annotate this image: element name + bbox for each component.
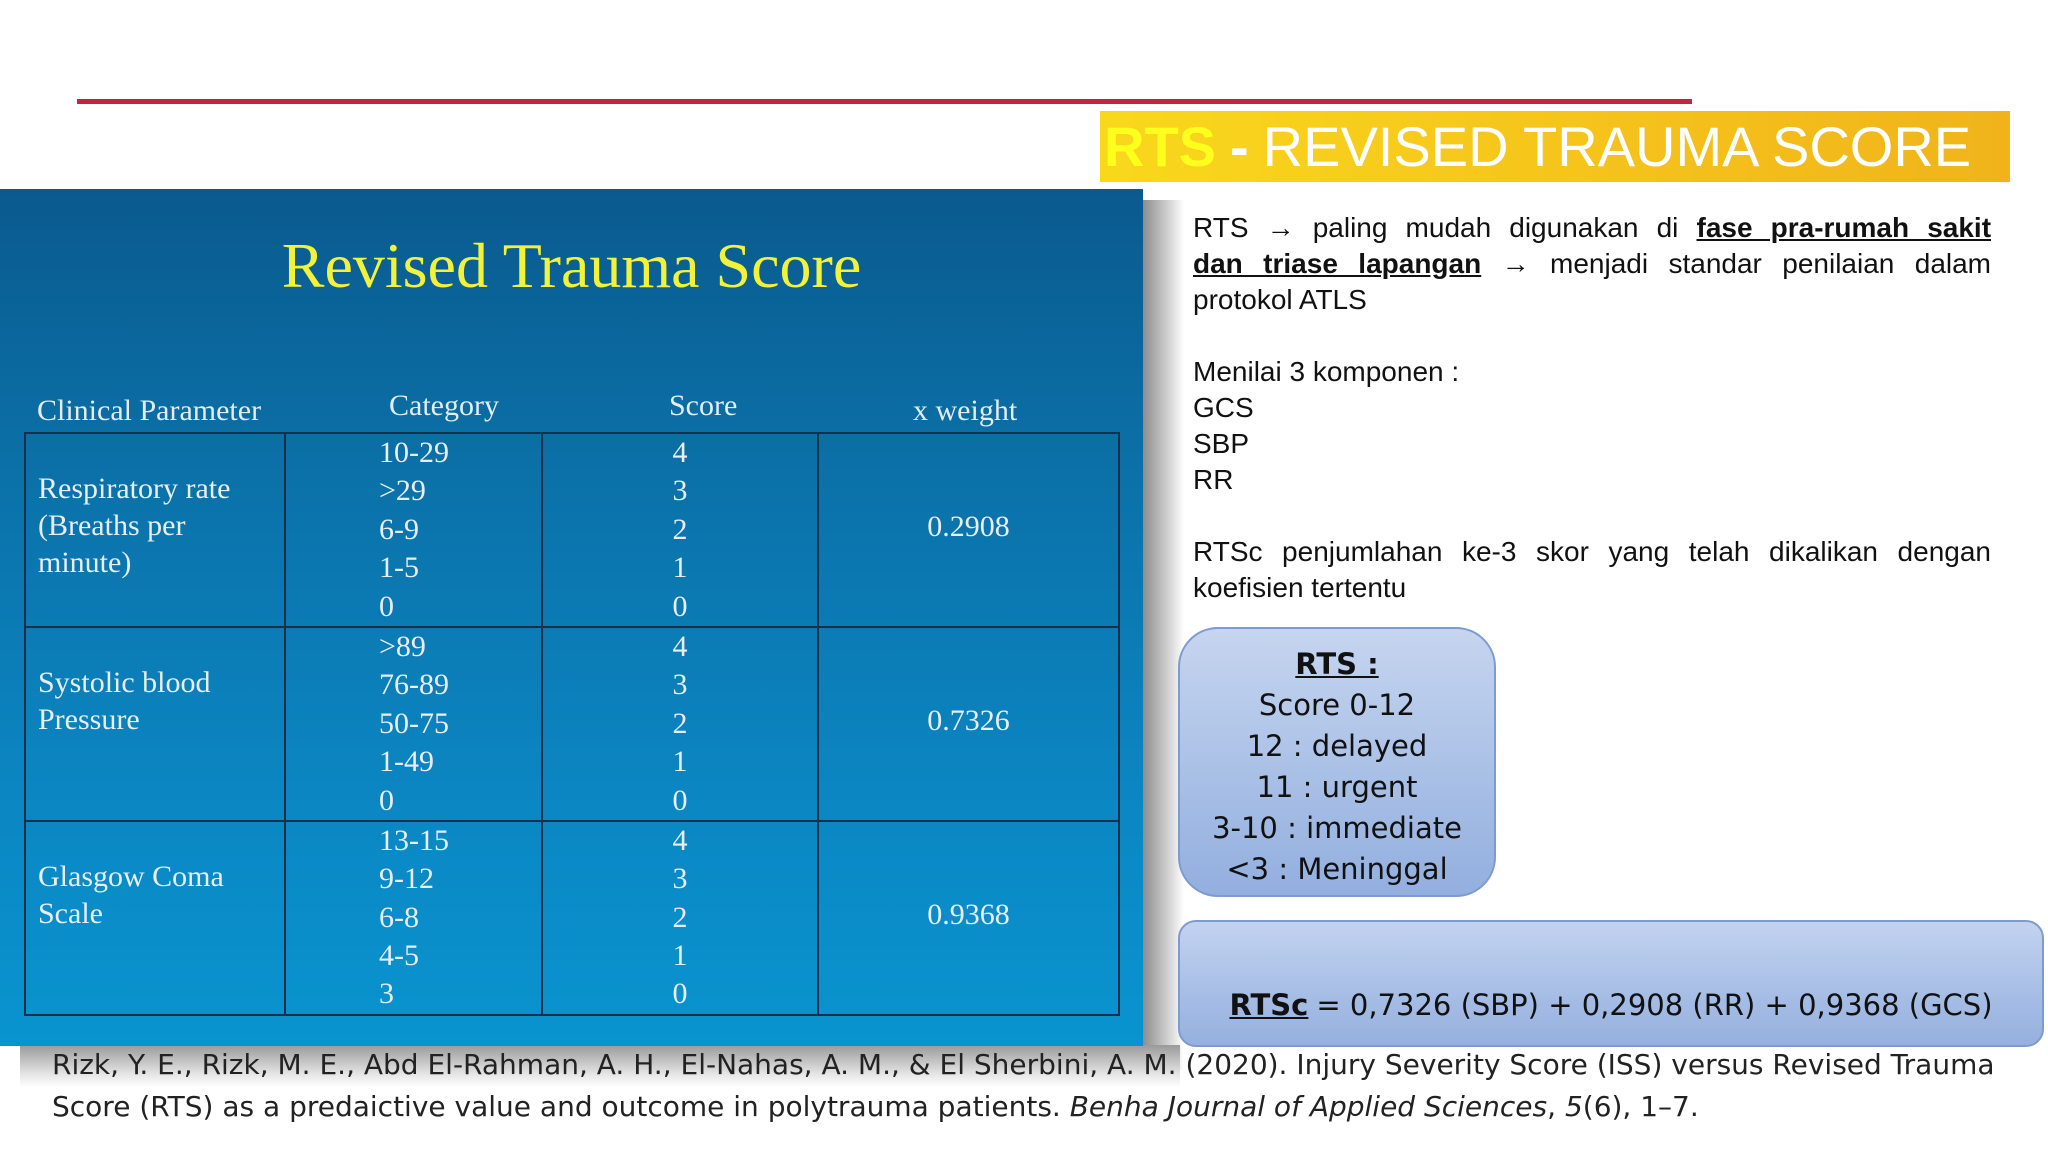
rts-score-box: RTS : Score 0-12 12 : delayed 11 : urgen… — [1178, 627, 1496, 897]
category-list: 10-29 >29 6-9 1-5 0 — [379, 436, 449, 623]
param-name: Glasgow Coma Scale — [38, 859, 224, 930]
weight-value: 0.7326 — [927, 703, 1010, 737]
arrow-right-icon: → — [1266, 212, 1295, 243]
title-acronym: RTS — [1104, 115, 1216, 178]
journal-name: Benha Journal of Applied Sciences — [1069, 1090, 1548, 1123]
description-line-2: dan triase lapangan → menjadi standar pe… — [1193, 248, 1992, 279]
category-list: 13-15 9-12 6-8 4-5 3 — [379, 823, 449, 1011]
image-title: Revised Trauma Score — [281, 230, 862, 301]
score-list: 4 3 2 1 0 — [672, 436, 688, 623]
table-row: Glasgow Coma Scale 13-15 9-12 6-8 4-5 3 … — [24, 819, 1120, 1016]
description-text: RTS → paling mudah digunakan di fase pra… — [1193, 210, 1991, 606]
title-text: REVISED TRAUMA SCORE — [1262, 115, 1972, 178]
header-divider-line — [77, 99, 1692, 104]
slide-title-banner: RTS - REVISED TRAUMA SCORE — [1100, 111, 2010, 182]
rtsc-description-line-1: RTSc penjumlahan ke-3 skor yang telah di… — [1193, 536, 1991, 567]
reference-citation: Rizk, Y. E., Rizk, M. E., Abd El-Rahman,… — [52, 1048, 1995, 1123]
rts-box-heading: RTS : — [1295, 647, 1379, 681]
col-header-score: Score — [669, 389, 738, 422]
slide-image-shadow-bottom — [20, 1045, 1180, 1087]
rtsc-formula-box: RTSc = 0,7326 (SBP) + 0,2908 (RR) + 0,93… — [1178, 920, 2044, 1047]
arrow-right-icon: → — [1501, 248, 1530, 279]
category-list: >89 76-89 50-75 1-49 0 — [379, 629, 449, 817]
col-header-category: Category — [389, 389, 499, 422]
param-name: Respiratory rate (Breaths per minute) — [38, 472, 231, 579]
param-name: Systolic blood Pressure — [38, 665, 211, 736]
table-row: Systolic blood Pressure >89 76-89 50-75 … — [24, 625, 1120, 822]
description-line-1: RTS → paling mudah digunakan di fase pra… — [1193, 212, 1992, 243]
emphasis-prehospital: fase pra-rumah sakit — [1696, 212, 1992, 243]
score-list: 4 3 2 1 0 — [672, 823, 688, 1011]
rtsc-description-line-2: koefisien tertentu — [1193, 572, 1407, 603]
rts-box-line: 11 : urgent — [1256, 770, 1418, 804]
component-rr: RR — [1193, 464, 1234, 495]
rts-box-line: 3-10 : immediate — [1212, 811, 1462, 845]
rts-table-image: Revised Trauma Score Clinical Parameter … — [0, 189, 1143, 1046]
weight-value: 0.9368 — [927, 897, 1010, 931]
rts-box-line: Score 0-12 — [1258, 688, 1416, 722]
col-header-weight: x weight — [913, 394, 1018, 427]
description-line-3: protokol ATLS — [1193, 284, 1367, 315]
rts-box-line: 12 : delayed — [1246, 729, 1428, 763]
col-header-parameter: Clinical Parameter — [37, 394, 262, 427]
rts-table: Respiratory rate (Breaths per minute) 10… — [24, 432, 1120, 1016]
table-row: Respiratory rate (Breaths per minute) 10… — [24, 432, 1120, 628]
score-list: 4 3 2 1 0 — [672, 629, 688, 817]
component-sbp: SBP — [1193, 428, 1250, 459]
weight-value: 0.2908 — [927, 510, 1010, 543]
emphasis-field-triage: dan triase lapangan — [1193, 248, 1482, 279]
components-intro: Menilai 3 komponen : — [1193, 356, 1460, 387]
title-dash: - — [1230, 115, 1249, 178]
slide-image-shadow — [1142, 200, 1184, 1070]
rts-box-line: <3 : Meninggal — [1226, 852, 1448, 886]
rtsc-label: RTSc — [1229, 987, 1309, 1022]
component-gcs: GCS — [1193, 392, 1254, 423]
journal-volume: 5 — [1564, 1090, 1583, 1123]
rtsc-formula: = 0,7326 (SBP) + 0,2908 (RR) + 0,9368 (G… — [1316, 987, 1993, 1022]
